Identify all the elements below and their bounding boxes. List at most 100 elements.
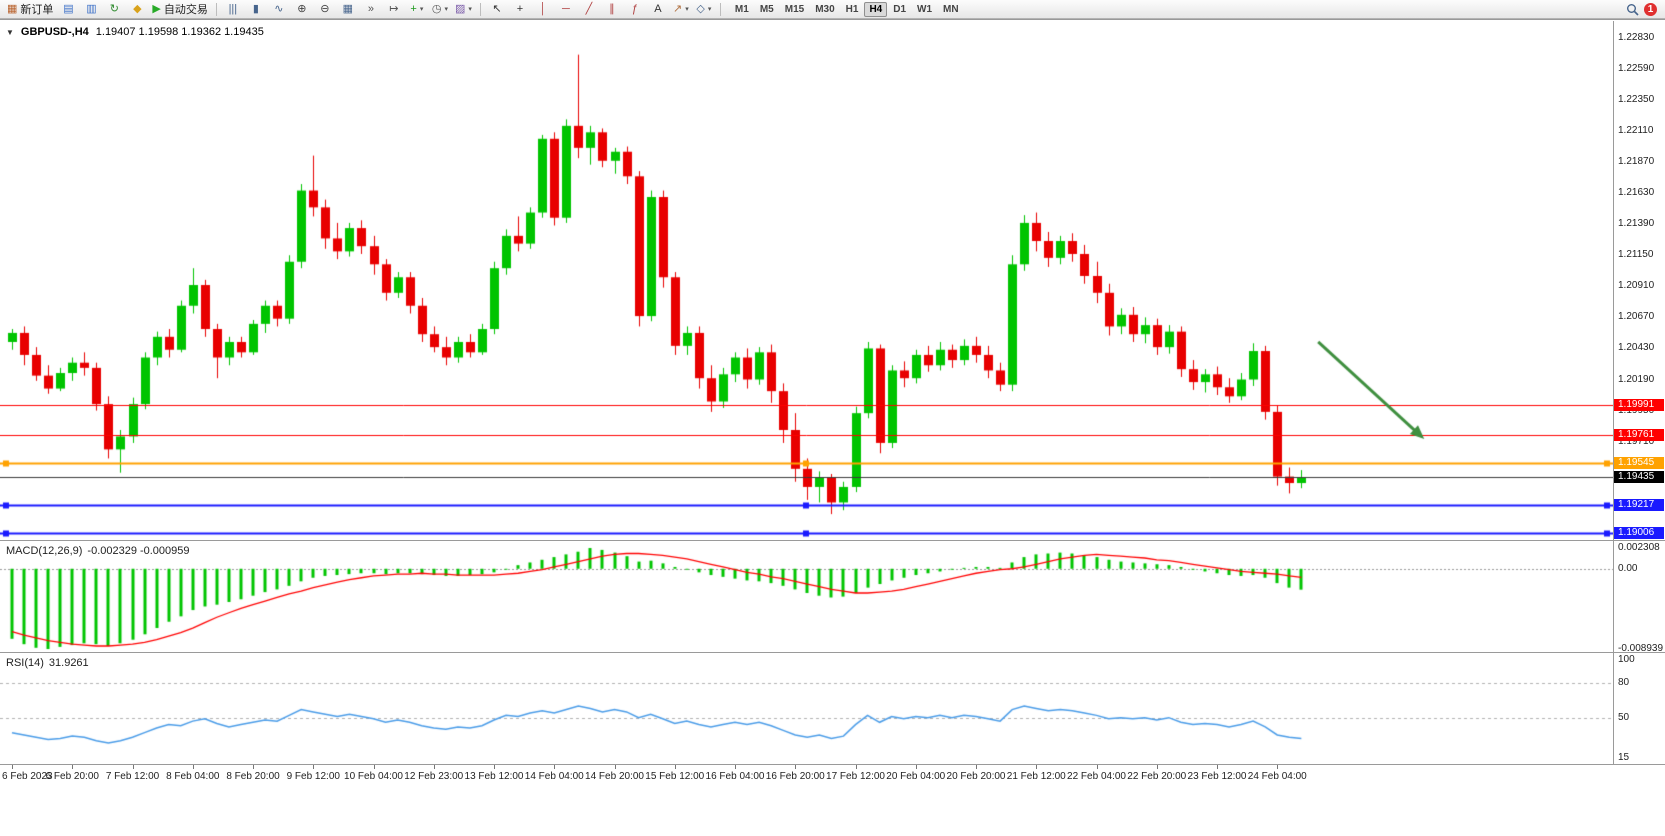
text-label-icon: A xyxy=(654,2,662,15)
periods-button[interactable]: ◷ ▾ xyxy=(429,1,451,17)
dropdown-caret-icon[interactable]: ▾ xyxy=(444,6,448,13)
time-axis-label: 10 Feb 04:00 xyxy=(344,771,403,782)
time-axis-label: 8 Feb 04:00 xyxy=(166,771,220,782)
timeframe-h4-button[interactable]: H4 xyxy=(864,1,888,17)
level-price-tag: 1.19991 xyxy=(1614,399,1664,412)
price-axis-border xyxy=(1613,21,1614,764)
time-axis-tick xyxy=(253,765,254,769)
time-axis-label: 7 Feb 12:00 xyxy=(105,771,160,782)
timeframe-m30-button[interactable]: M30 xyxy=(815,3,835,15)
zoom-out-button[interactable]: ⊖ xyxy=(314,1,336,17)
price-axis-label: 1.20670 xyxy=(1618,311,1655,323)
rsi-indicator-label: RSI(14) 31.9261 xyxy=(6,657,89,669)
rsi-value: 31.9261 xyxy=(48,657,89,669)
price-axis-label: 1.20190 xyxy=(1618,373,1655,385)
time-axis-tick xyxy=(192,765,194,769)
new-order-button[interactable]: ▦ 新订单 xyxy=(4,1,56,17)
toolbar-buttons: ▦ 新订单 ▤ ▥ ↻ ◆ ▶ 自动交易 ||| ▮ ∿ ⊕ ⊖ ▦» ↦ + ▾ ◷ ▾ ▨ ▾ ↖ + │ ─ ╱ ∥ ƒ A ↗ ▾ ◇… xyxy=(4,1,964,17)
time-axis-tick xyxy=(554,765,556,769)
panel-separator xyxy=(0,764,1665,765)
toolbar-separator xyxy=(215,2,217,16)
timeframe-m15-button[interactable]: M15 xyxy=(784,3,805,15)
time-axis-tick xyxy=(1036,765,1038,769)
time-axis-label: 8 Feb 20:00 xyxy=(226,771,280,782)
high-value: 1.19598 xyxy=(138,26,179,38)
dropdown-caret-icon[interactable]: ▾ xyxy=(419,6,424,13)
time-axis-tick xyxy=(313,765,315,769)
toolbar-separator xyxy=(719,2,721,16)
crosshair-icon: + xyxy=(516,2,524,15)
auto-scroll-button[interactable]: » xyxy=(360,1,382,17)
time-axis-tick xyxy=(1277,765,1279,769)
cursor-button[interactable]: ↖ xyxy=(486,1,508,17)
timeframe-w1-button[interactable]: W1 xyxy=(917,3,933,15)
timeframe-m5-button[interactable]: M5 xyxy=(759,3,774,15)
candlestick-chart-button[interactable]: ▮ xyxy=(245,1,267,17)
new-order-label: 新订单 xyxy=(20,4,54,16)
chart-title: ▼ GBPUSD-,H4 1.19407 1.19598 1.19362 1.1… xyxy=(6,26,264,38)
periods-icon: ◷ xyxy=(431,2,442,15)
close-value: 1.19435 xyxy=(224,26,264,38)
time-axis-tick xyxy=(132,765,134,769)
price-chart-canvas[interactable] xyxy=(0,21,1613,540)
price-axis-label: 1.22350 xyxy=(1618,93,1655,105)
price-axis-label: 1.21870 xyxy=(1618,156,1655,168)
horizontal-line-button[interactable]: ─ xyxy=(555,1,577,17)
time-axis-tick xyxy=(915,765,917,769)
zoom-in-button[interactable]: ⊕ xyxy=(291,1,313,17)
shapes-tool-button[interactable]: ◇ ▾ xyxy=(693,1,715,17)
price-axis-label: 1.20430 xyxy=(1618,342,1655,354)
toolbar-right: 1 xyxy=(1626,2,1661,16)
price-axis-label: 1.21390 xyxy=(1618,218,1655,230)
time-axis-tick xyxy=(1156,765,1158,769)
time-axis-tick xyxy=(433,765,435,769)
panel-separator[interactable] xyxy=(0,540,1665,541)
collapse-chart-icon[interactable]: ▼ xyxy=(6,27,14,37)
tile-windows-icon: ▦ xyxy=(342,2,354,15)
rsi-axis-label: 50 xyxy=(1618,711,1630,723)
time-axis-tick xyxy=(1096,765,1098,769)
autotrade-button[interactable]: ▶ 自动交易 xyxy=(149,1,210,17)
tile-windows-button[interactable]: ▦ xyxy=(337,1,359,17)
autotrade-icon: ▶ xyxy=(152,2,161,15)
timeframe-mn-button[interactable]: MN xyxy=(943,3,959,15)
search-icon[interactable] xyxy=(1626,3,1639,16)
bar-chart-button[interactable]: ||| xyxy=(222,1,244,17)
panel-separator[interactable] xyxy=(0,652,1665,653)
price-axis-label: 1.21630 xyxy=(1618,187,1655,199)
rsi-axis-label: 15 xyxy=(1618,752,1630,764)
refresh-button[interactable]: ↻ xyxy=(103,1,125,17)
arrows-tool-button[interactable]: ↗ ▾ xyxy=(670,1,692,17)
candlestick-chart-icon: ▮ xyxy=(252,2,259,15)
quotes-window-button[interactable]: ▥ xyxy=(80,1,102,17)
timeframe-m1-button[interactable]: M1 xyxy=(734,3,749,15)
dropdown-caret-icon[interactable]: ▾ xyxy=(707,6,712,13)
crosshair-button[interactable]: + xyxy=(509,1,531,17)
indicators-list-button[interactable]: + ▾ xyxy=(406,1,428,17)
charts-button[interactable]: ▤ xyxy=(57,1,79,17)
line-chart-button[interactable]: ∿ xyxy=(268,1,290,17)
dropdown-caret-icon[interactable]: ▾ xyxy=(468,6,472,13)
trendline-button[interactable]: ╱ xyxy=(578,1,600,17)
time-axis-label: 21 Feb 12:00 xyxy=(1006,771,1066,782)
fibonacci-retracement-button[interactable]: ƒ xyxy=(624,1,646,17)
macd-chart-canvas[interactable] xyxy=(0,542,1613,652)
vertical-line-button[interactable]: │ xyxy=(532,1,554,17)
chart-shift-button[interactable]: ↦ xyxy=(383,1,405,17)
timeframe-h1-button[interactable]: H1 xyxy=(845,3,859,15)
rsi-chart-canvas[interactable] xyxy=(0,654,1613,763)
favorites-button[interactable]: ◆ xyxy=(126,1,148,17)
equidistant-channel-icon: ∥ xyxy=(609,2,615,15)
time-axis[interactable]: 6 Feb 2023 6 Feb 20:00 7 Feb 12:00 8 Feb 04… xyxy=(0,765,1665,787)
templates-button[interactable]: ▨ ▾ xyxy=(452,1,475,17)
dropdown-caret-icon[interactable]: ▾ xyxy=(685,6,689,13)
time-axis-label: 6 Feb 2023 xyxy=(2,771,53,782)
fibonacci-retracement-icon: ƒ xyxy=(631,2,638,15)
price-axis[interactable]: 1.22830 1.22590 1.22350 1.22110 1.21870 1.216… xyxy=(1614,21,1665,764)
timeframe-d1-button[interactable]: D1 xyxy=(893,3,907,15)
arrows-tool-icon: ↗ xyxy=(673,2,683,15)
text-label-button[interactable]: A xyxy=(647,1,669,17)
notification-badge[interactable]: 1 xyxy=(1644,2,1657,16)
quotes-window-icon: ▥ xyxy=(86,2,97,15)
equidistant-channel-button[interactable]: ∥ xyxy=(601,1,623,17)
